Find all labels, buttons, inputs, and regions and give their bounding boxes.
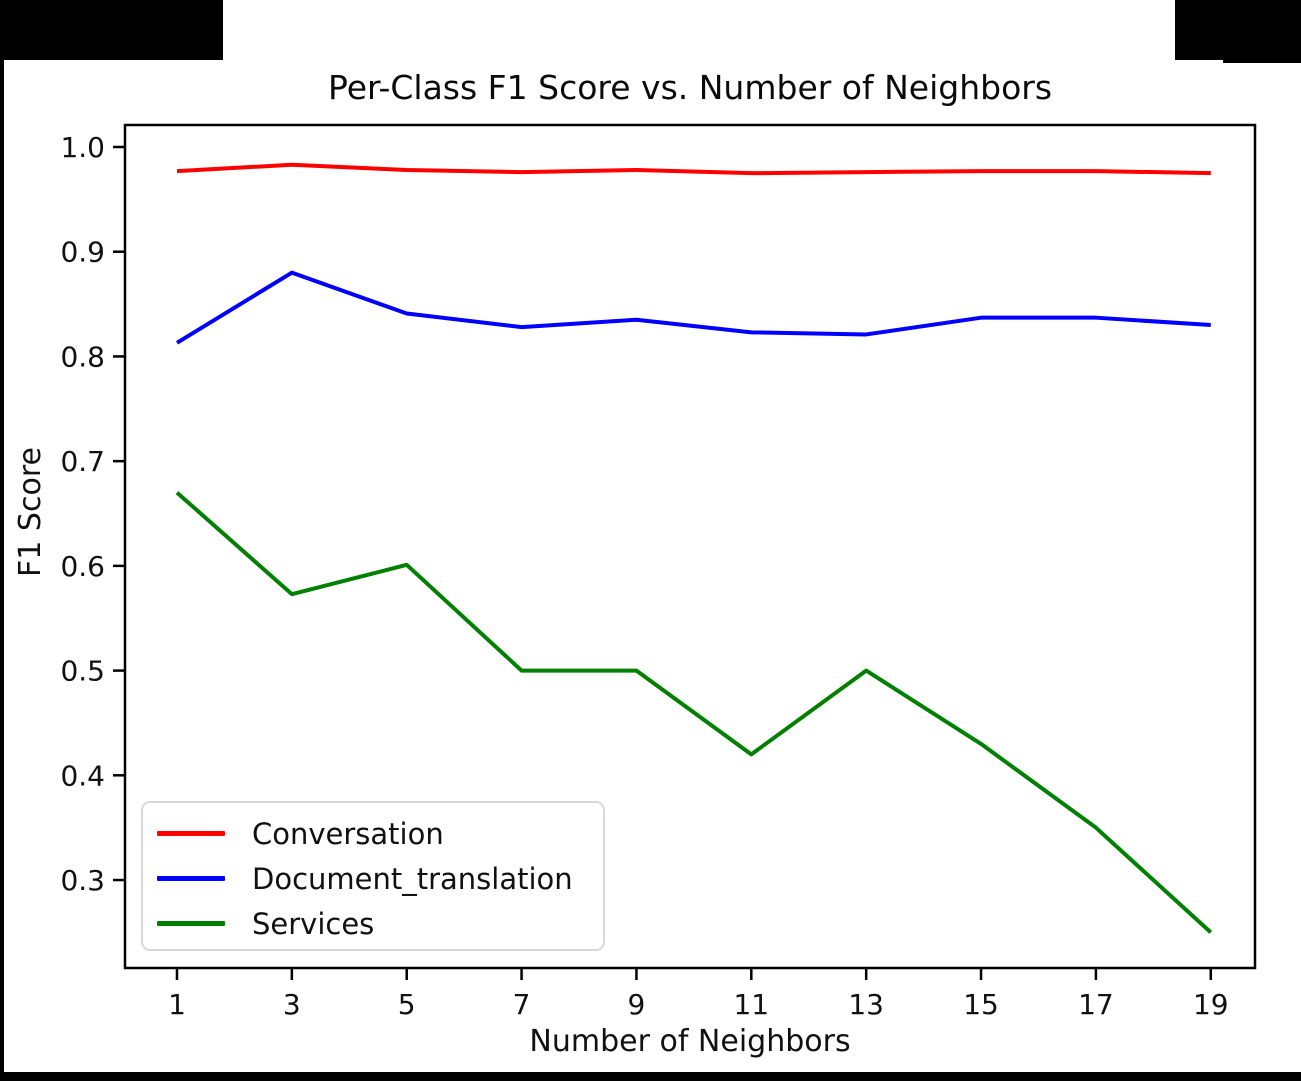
y-tick-label: 0.6 — [60, 550, 105, 583]
y-axis-label: F1 Score — [13, 447, 48, 577]
y-tick-label: 0.7 — [60, 445, 105, 478]
x-tick-label: 17 — [1078, 988, 1114, 1021]
redaction-bar-left-edge — [0, 0, 4, 1081]
y-tick-label: 1.0 — [60, 131, 105, 164]
chart-title: Per-Class F1 Score vs. Number of Neighbo… — [327, 68, 1053, 107]
redaction-bar-top-left — [0, 0, 223, 60]
redaction-bar-top-right — [1175, 0, 1301, 60]
legend-label: Conversation — [252, 816, 444, 851]
series-line-document_translation — [175, 270, 1211, 345]
legend-label: Services — [252, 906, 375, 941]
x-axis-label: Number of Neighbors — [529, 1024, 851, 1059]
series-line-conversation — [176, 162, 1211, 176]
legend-swatch-services — [157, 921, 225, 926]
legend-label: Document_translation — [252, 861, 573, 896]
x-tick-label: 7 — [513, 988, 531, 1021]
x-tick-label: 1 — [168, 988, 186, 1021]
x-tick-label: 3 — [283, 988, 301, 1021]
legend-swatch-document-translation — [157, 876, 225, 881]
x-tick-label: 9 — [628, 988, 646, 1021]
legend-item: Conversation — [143, 811, 603, 856]
x-tick-label: 19 — [1193, 988, 1229, 1021]
legend-swatch-conversation — [157, 831, 225, 836]
legend-item: Services — [143, 901, 603, 946]
x-tick-label: 15 — [963, 988, 999, 1021]
redaction-bar-top-right-lip — [1223, 60, 1301, 63]
axes-frame — [123, 123, 1257, 970]
legend: Conversation Document_translation Servic… — [141, 801, 605, 951]
redaction-bar-bottom — [0, 1072, 1301, 1081]
y-tick-label: 0.4 — [60, 759, 105, 792]
x-tick-label: 5 — [398, 988, 416, 1021]
x-tick-label: 11 — [733, 988, 769, 1021]
y-tick-label: 0.3 — [60, 864, 105, 897]
x-tick-label: 13 — [848, 988, 884, 1021]
series-line-services — [175, 491, 1213, 934]
legend-item: Document_translation — [143, 856, 603, 901]
y-tick-label: 0.9 — [60, 236, 105, 269]
y-tick-label: 0.5 — [60, 655, 105, 688]
y-tick-label: 0.8 — [60, 340, 105, 373]
